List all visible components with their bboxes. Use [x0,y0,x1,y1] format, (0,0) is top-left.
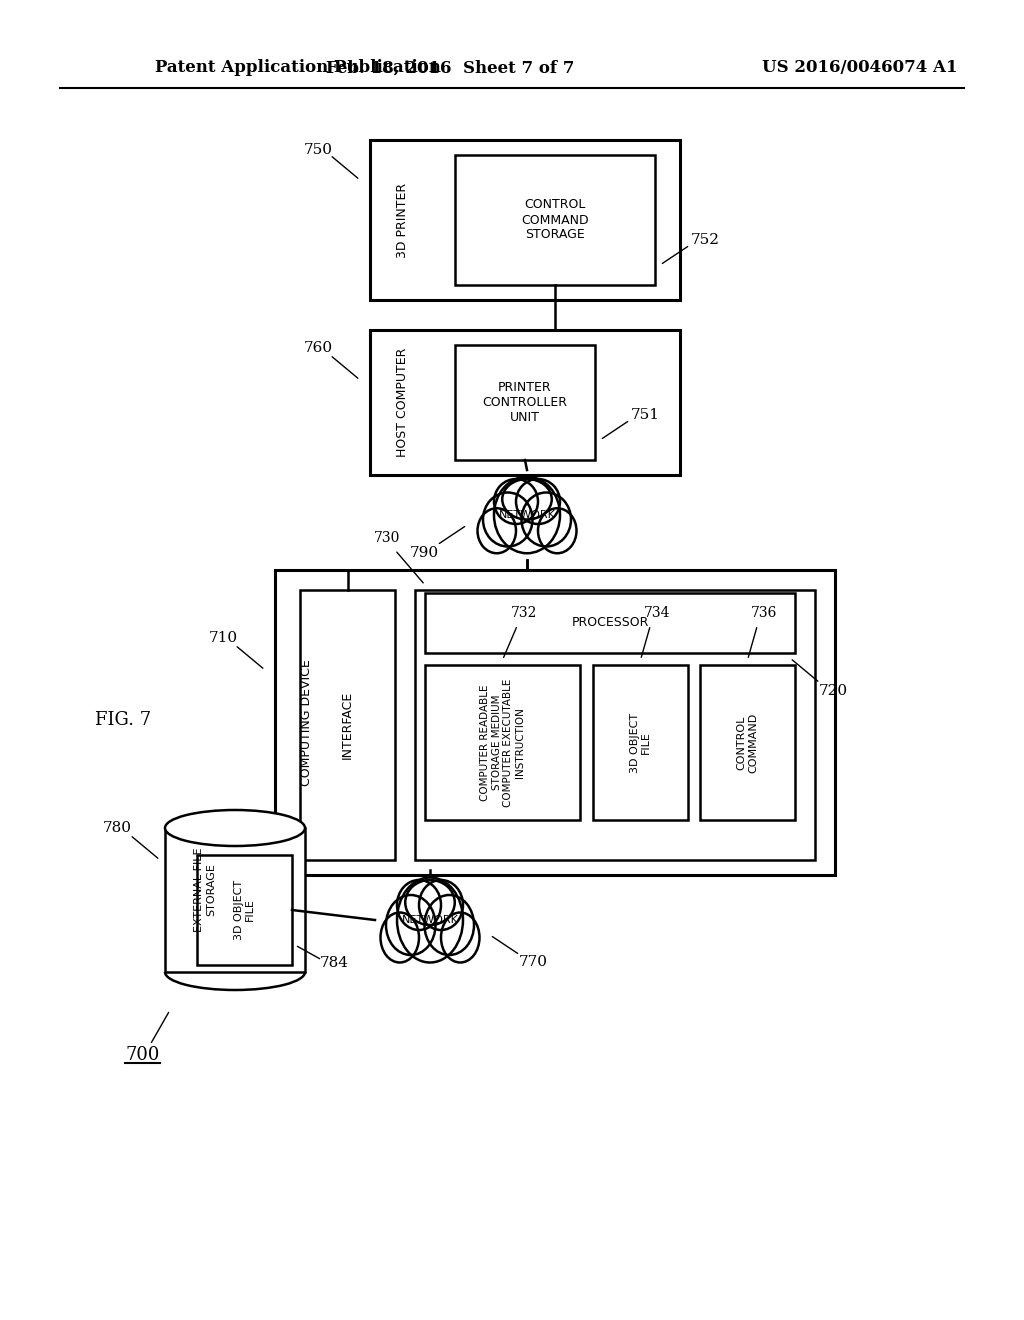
Text: Feb. 18, 2016  Sheet 7 of 7: Feb. 18, 2016 Sheet 7 of 7 [326,59,574,77]
Text: CONTROL
COMMAND
STORAGE: CONTROL COMMAND STORAGE [521,198,589,242]
Bar [370,140,680,300]
Bar [197,855,292,965]
Text: PROCESSOR: PROCESSOR [571,616,648,630]
Ellipse shape [419,880,463,931]
Bar [275,570,835,875]
Ellipse shape [538,508,577,553]
Ellipse shape [483,492,532,546]
Text: NETWORK: NETWORK [499,510,555,520]
Bar [425,593,795,653]
Ellipse shape [397,880,441,931]
Text: 751: 751 [631,408,659,422]
Bar [455,154,655,285]
Text: HOST COMPUTER: HOST COMPUTER [395,347,409,457]
Text: CONTROL
COMMAND: CONTROL COMMAND [736,713,759,772]
Text: COMPUTER READABLE
STORAGE MEDIUM
COMPUTER EXECUTABLE
INSTRUCTION: COMPUTER READABLE STORAGE MEDIUM COMPUTE… [480,678,525,807]
Text: EXTERNAL FILE
STORAGE: EXTERNAL FILE STORAGE [195,847,216,932]
Text: 784: 784 [319,956,348,970]
Text: COMPUTING DEVICE: COMPUTING DEVICE [300,659,313,785]
Text: 790: 790 [410,546,438,560]
Text: 750: 750 [303,143,333,157]
Bar [370,330,680,475]
Text: 710: 710 [209,631,238,645]
Text: US 2016/0046074 A1: US 2016/0046074 A1 [762,59,957,77]
Text: 770: 770 [518,954,548,969]
Ellipse shape [397,878,463,962]
Ellipse shape [494,477,560,553]
Bar [415,590,815,861]
Text: 780: 780 [102,821,131,836]
Bar [455,345,595,459]
Text: 3D OBJECT
FILE: 3D OBJECT FILE [233,880,255,940]
Ellipse shape [477,508,516,553]
Text: 752: 752 [690,234,720,247]
Bar [593,665,688,820]
Ellipse shape [516,479,560,524]
Text: 700: 700 [126,1045,160,1064]
Bar [700,665,795,820]
Ellipse shape [521,492,571,546]
Text: Patent Application Publication: Patent Application Publication [155,59,441,77]
Ellipse shape [165,810,305,846]
Text: 720: 720 [818,684,848,698]
Text: NETWORK: NETWORK [401,915,459,925]
Text: 736: 736 [752,606,777,620]
Text: INTERFACE: INTERFACE [341,690,354,759]
Text: 734: 734 [644,606,671,620]
Text: FIG. 7: FIG. 7 [95,711,152,729]
Ellipse shape [381,912,419,962]
Text: 3D OBJECT
FILE: 3D OBJECT FILE [630,713,651,772]
Bar [425,665,580,820]
Ellipse shape [441,912,479,962]
Text: 760: 760 [303,341,333,355]
Ellipse shape [386,895,435,954]
Ellipse shape [502,479,552,520]
Ellipse shape [494,479,538,524]
Text: 730: 730 [374,531,400,545]
Text: PRINTER
CONTROLLER
UNIT: PRINTER CONTROLLER UNIT [482,381,567,424]
Ellipse shape [406,880,455,925]
Bar [165,828,305,972]
Text: 3D PRINTER: 3D PRINTER [395,182,409,257]
Text: 732: 732 [511,606,538,620]
Bar [300,590,395,861]
Ellipse shape [425,895,474,954]
